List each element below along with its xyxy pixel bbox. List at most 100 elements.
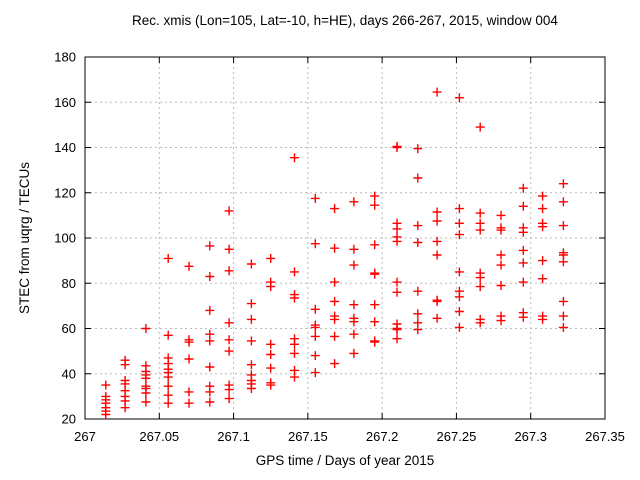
- data-point: [120, 403, 130, 413]
- y-tick-label: 40: [62, 366, 76, 381]
- data-point: [496, 281, 506, 290]
- data-point: [266, 350, 276, 359]
- data-point: [432, 250, 442, 260]
- data-point: [163, 330, 173, 340]
- data-point: [184, 398, 194, 408]
- data-point: [475, 282, 485, 292]
- data-point: [558, 179, 568, 189]
- data-point: [538, 314, 548, 324]
- data-point: [163, 372, 173, 382]
- data-point: [330, 296, 340, 306]
- x-tick-label: 267.15: [288, 429, 328, 444]
- data-point: [184, 354, 194, 364]
- data-point: [184, 261, 194, 271]
- data-point: [392, 143, 402, 152]
- data-point: [246, 314, 256, 324]
- data-point: [475, 225, 485, 235]
- data-point: [392, 224, 402, 234]
- data-point: [266, 363, 276, 373]
- data-point: [310, 304, 320, 314]
- data-point: [205, 241, 215, 251]
- data-point: [349, 197, 359, 207]
- data-point: [370, 240, 380, 250]
- data-point: [518, 245, 528, 255]
- data-point: [392, 325, 402, 335]
- data-point: [432, 296, 442, 306]
- data-point: [330, 204, 340, 214]
- data-point: [370, 300, 380, 310]
- data-point: [224, 385, 234, 395]
- data-point: [496, 316, 506, 326]
- data-point: [290, 348, 299, 358]
- data-point: [290, 293, 299, 303]
- data-point: [413, 173, 423, 183]
- data-point: [246, 259, 256, 269]
- data-point: [370, 317, 380, 327]
- data-point: [558, 322, 568, 332]
- data-point: [184, 337, 194, 347]
- data-point: [224, 335, 234, 345]
- y-tick-label: 60: [62, 321, 76, 336]
- data-point: [558, 257, 568, 267]
- data-point: [538, 274, 548, 284]
- data-point: [205, 305, 215, 315]
- data-point: [290, 339, 299, 349]
- data-point: [454, 204, 464, 214]
- data-point: [330, 243, 340, 253]
- x-tick-label: 267.35: [585, 429, 625, 444]
- data-point: [224, 318, 234, 328]
- data-point: [266, 339, 276, 349]
- data-point: [141, 324, 151, 333]
- data-point: [120, 360, 130, 370]
- data-point: [518, 312, 528, 322]
- data-point: [163, 390, 173, 400]
- data-point: [432, 236, 442, 246]
- data-point: [558, 311, 568, 321]
- data-point: [496, 210, 506, 220]
- data-point: [224, 244, 234, 254]
- x-tick-label: 267.05: [139, 429, 179, 444]
- data-point: [475, 318, 485, 328]
- data-point: [538, 191, 548, 201]
- chart-title: Rec. xmis (Lon=105, Lat=-10, h=HE), days…: [132, 13, 558, 28]
- data-point: [413, 238, 423, 247]
- data-point: [101, 380, 111, 390]
- data-point: [392, 277, 402, 287]
- data-point: [205, 362, 215, 372]
- data-point: [454, 292, 464, 302]
- data-point: [246, 336, 256, 346]
- data-point: [330, 331, 340, 341]
- data-point: [205, 272, 215, 281]
- data-point: [224, 206, 234, 216]
- data-point: [454, 267, 464, 277]
- data-point: [310, 351, 320, 361]
- data-point: [310, 368, 320, 378]
- data-point: [432, 87, 442, 97]
- x-tick-label: 267: [74, 429, 96, 444]
- data-point: [349, 260, 359, 270]
- data-point: [496, 260, 506, 270]
- data-point: [538, 256, 548, 266]
- data-point: [349, 329, 359, 339]
- data-point: [310, 331, 320, 341]
- data-point: [330, 359, 340, 369]
- data-point: [392, 334, 402, 344]
- data-point: [266, 282, 276, 292]
- y-tick-label: 20: [62, 412, 76, 427]
- data-point: [246, 384, 256, 393]
- data-point: [246, 360, 256, 370]
- data-point: [330, 314, 340, 324]
- y-tick-label: 140: [54, 140, 76, 155]
- x-tick-label: 267.2: [366, 429, 399, 444]
- data-point: [432, 207, 442, 217]
- data-point: [518, 227, 528, 237]
- data-point: [518, 277, 528, 287]
- data-point: [518, 201, 528, 211]
- data-point: [518, 183, 528, 193]
- data-point: [205, 336, 215, 346]
- data-point: [475, 208, 485, 218]
- y-tick-label: 80: [62, 276, 76, 291]
- data-point: [266, 253, 276, 263]
